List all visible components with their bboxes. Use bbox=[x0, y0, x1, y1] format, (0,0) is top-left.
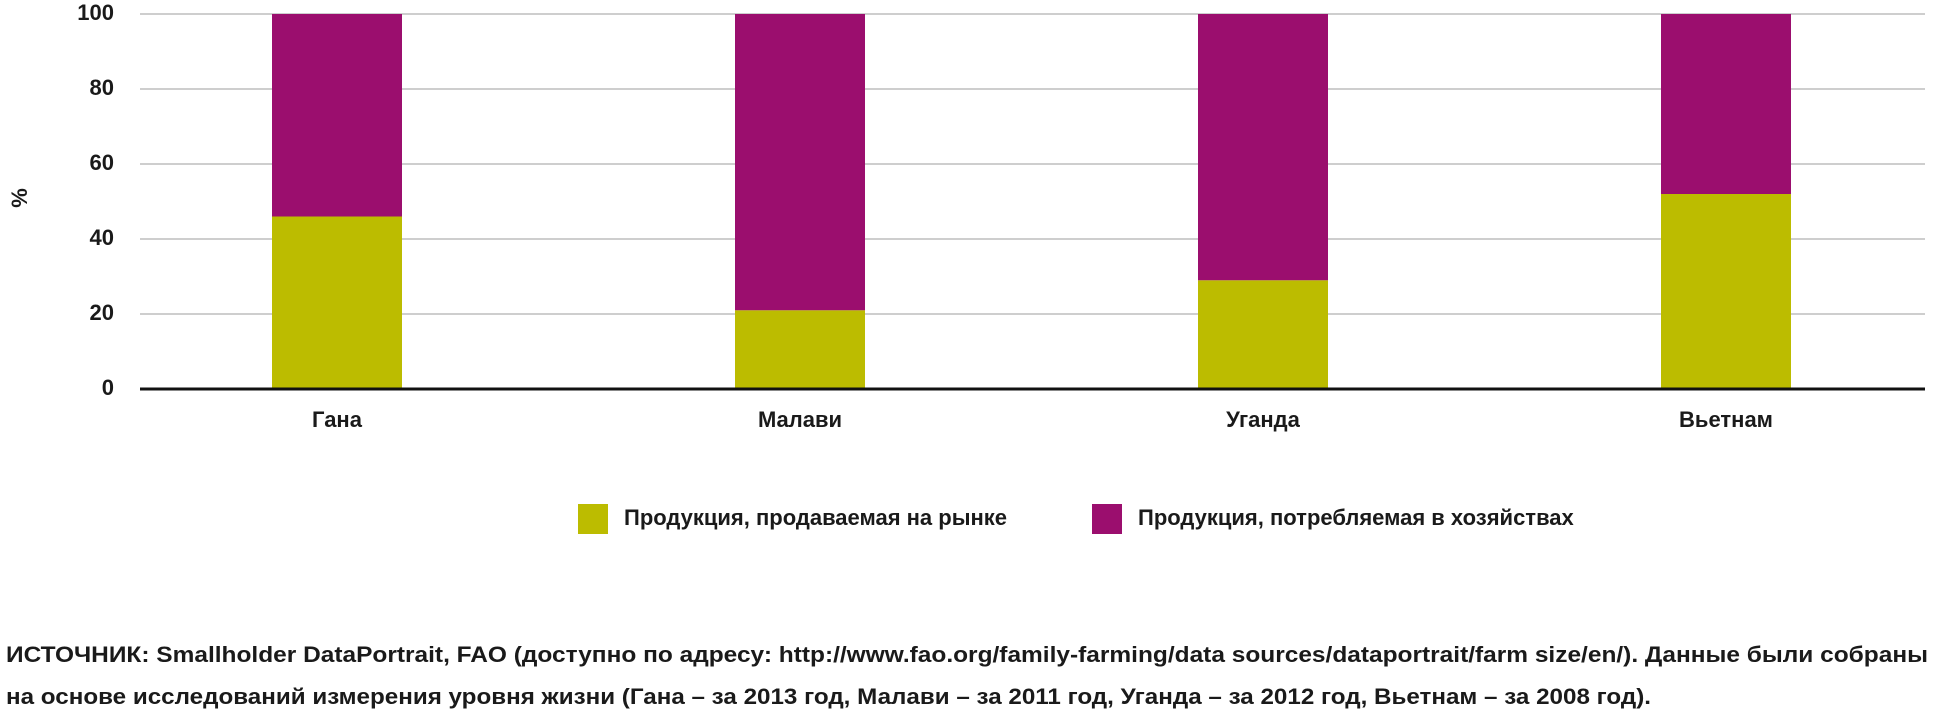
bar-segment bbox=[1198, 14, 1328, 281]
x-tick-label: Вьетнам bbox=[1679, 407, 1773, 432]
y-tick-label: 40 bbox=[90, 225, 114, 250]
y-tick-label: 0 bbox=[102, 375, 114, 400]
x-tick-label: Малави bbox=[758, 407, 842, 432]
source-note: на основе исследований измерения уровня … bbox=[6, 684, 1651, 709]
bar-segment bbox=[735, 310, 865, 389]
bar-segment bbox=[272, 14, 402, 217]
bar-segment bbox=[1198, 280, 1328, 389]
bar-segment bbox=[1661, 14, 1791, 194]
y-axis-label: % bbox=[7, 188, 32, 208]
bar-segment bbox=[1661, 194, 1791, 389]
legend-label: Продукция, потребляемая в хозяйствах bbox=[1138, 505, 1575, 530]
legend-label: Продукция, продаваемая на рынке bbox=[624, 505, 1007, 530]
legend-swatch bbox=[1092, 504, 1122, 534]
x-tick-label: Уганда bbox=[1226, 407, 1300, 432]
y-tick-label: 20 bbox=[90, 300, 114, 325]
bar-segment bbox=[735, 14, 865, 311]
x-tick-label: Гана bbox=[312, 407, 363, 432]
y-tick-label: 80 bbox=[90, 75, 114, 100]
legend-swatch bbox=[578, 504, 608, 534]
y-tick-label: 60 bbox=[90, 150, 114, 175]
y-tick-label: 100 bbox=[77, 0, 114, 25]
source-note: ИСТОЧНИК: Smallholder DataPortrait, FAO … bbox=[6, 642, 1928, 667]
bar-segment bbox=[272, 216, 402, 389]
